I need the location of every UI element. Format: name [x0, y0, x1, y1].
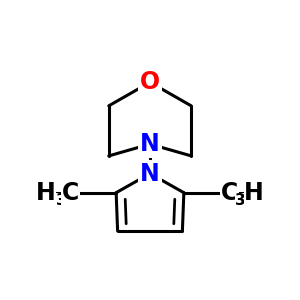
Text: H: H	[36, 181, 56, 205]
Text: H: H	[244, 181, 264, 205]
Text: 3: 3	[235, 193, 246, 208]
Text: C: C	[62, 181, 79, 205]
Text: 3: 3	[56, 193, 67, 208]
Text: N: N	[140, 132, 160, 156]
Text: O: O	[140, 70, 160, 94]
Text: C: C	[221, 181, 238, 205]
Text: N: N	[140, 162, 160, 186]
